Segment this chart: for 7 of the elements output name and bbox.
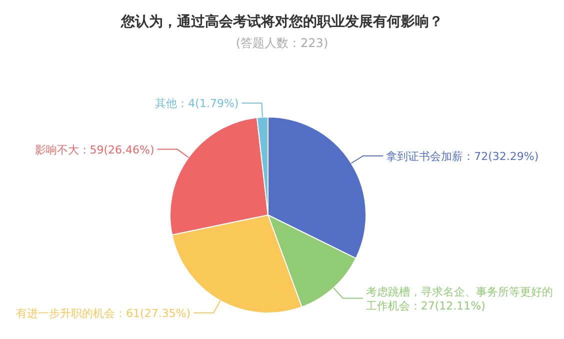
slice-label: 其他：4(1.79%) [155,97,239,110]
slice-label: 有进一步升职的机会：61(27.35%) [16,306,191,320]
slice-label: 考虑跳槽，寻求名企、事务所等更好的工作机会：27(12.11%) [366,285,553,312]
chart-subtitle: (答题人数：223) [236,36,328,50]
chart-title: 您认为，通过高会考试将对您的职业发展有何影响？ [120,13,443,30]
slice-label: 拿到证书会加薪：72(32.29%) [386,150,539,163]
slice-label: 影响不大：59(26.46%) [34,143,154,156]
